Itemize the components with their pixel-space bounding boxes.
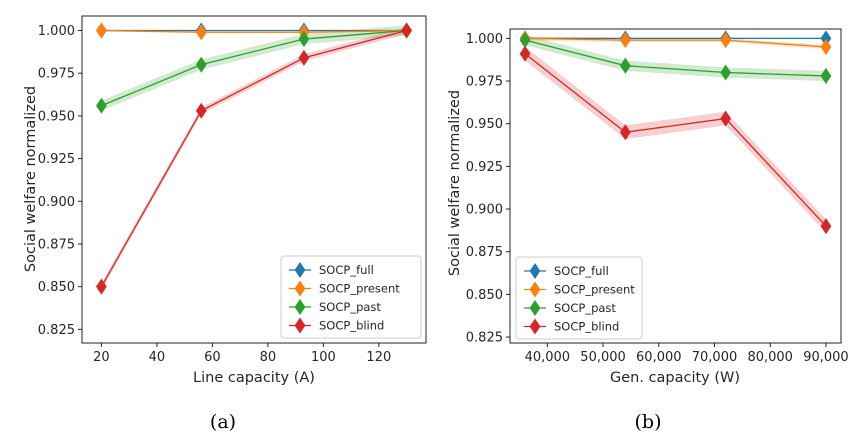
socp-full-legend-label: SOCP_full [319,263,374,277]
y-tick-label: 0.950 [466,117,503,132]
series-lines [100,29,407,287]
panel-a: 20 40 60 80 100 120 0.825 0.850 0.875 0.900 0.925… [23,15,427,433]
socp-past-point [298,31,310,48]
socp-full-legend-label: SOCP_full [554,264,609,278]
socp-past-point [619,57,631,74]
y-tick-label: 0.900 [466,203,503,218]
socp-past-legend-marker [294,298,306,316]
y-tick-label: 0.900 [38,195,75,210]
socp-present-line [525,37,826,48]
x-tick-label: 20 [93,350,110,365]
socp-present-legend-marker [529,281,541,298]
socp-blind-legend-marker [294,317,306,334]
y-tick-label: 0.825 [38,323,75,338]
y-tick-label: 1.000 [38,24,75,39]
socp-present-point [96,22,107,39]
socp-present-legend-label: SOCP_present [554,283,635,297]
socp-present-point [820,38,832,55]
confidence-bands [101,25,407,291]
legend: SOCP_full SOCP_present SOCP_past SOCP_blind [515,256,643,340]
socp-blind-band [101,27,407,291]
socp-past-point [195,56,207,73]
y-axis-label: Social welfare normalized [23,86,39,272]
socp-blind-point [619,124,631,141]
x-ticks: 40,000 50,000 60,000 70,000 80,000 90,000 [525,343,849,365]
socp-full-legend-marker [529,262,541,280]
series-markers [96,22,412,295]
confidence-bands [525,34,826,233]
socp-past-line [101,29,407,107]
x-tick-label: 60 [204,350,221,365]
caption-a: (a) [210,411,236,433]
series-markers [519,30,832,235]
plot-frame [509,28,842,344]
socp-blind-legend-label: SOCP_blind [554,320,619,334]
socp-past-band [525,34,826,82]
panel-b: 40,000 50,000 60,000 70,000 80,000 90,000 0.8… [447,28,849,433]
y-tick-label: 0.925 [38,152,75,167]
x-tick-label: 50,000 [580,350,626,365]
socp-past-legend-marker [529,299,541,317]
socp-past-line [524,39,826,77]
y-tick-label: 0.925 [466,160,503,175]
socp-blind-point [820,218,832,235]
socp-blind-line [100,29,407,287]
y-tick-label: 0.975 [466,75,503,90]
socp-blind-point [720,110,732,127]
x-tick-label: 90,000 [803,350,849,365]
socp-blind-point [195,102,207,119]
x-axis-label: Gen. capacity (W) [610,370,740,386]
socp-past-legend-label: SOCP_past [554,301,616,315]
socp-past-band [101,25,407,111]
socp-present-point [195,24,207,41]
socp-present-line [101,29,407,33]
socp-blind-point [401,22,412,39]
socp-past-point [820,67,832,84]
x-tick-label: 80,000 [747,350,793,365]
y-ticks: 0.825 0.850 0.875 0.900 0.925 0.950 0.975 1.000 [466,32,510,346]
y-tick-label: 0.950 [38,109,75,124]
x-tick-label: 100 [311,350,336,365]
x-tick-label: 40 [149,350,166,365]
y-tick-label: 1.000 [466,32,503,47]
socp-past-point [720,64,732,81]
socp-blind-line [524,53,827,227]
socp-blind-point [96,278,107,295]
socp-blind-point [298,49,310,66]
legend-box [280,255,422,339]
socp-present-legend-label: SOCP_present [319,282,400,296]
socp-blind-legend-marker [529,318,541,335]
y-axis-label: Social welfare normalized [447,90,463,276]
y-tick-label: 0.975 [38,67,75,82]
x-tick-label: 120 [366,350,391,365]
socp-blind-legend-label: SOCP_blind [319,319,384,333]
y-tick-label: 0.825 [466,331,503,346]
caption-b: (b) [635,411,662,433]
x-ticks: 20 40 60 80 100 120 [93,343,391,365]
socp-present-point [720,32,732,49]
socp-past-legend-label: SOCP_past [319,300,381,314]
legend: SOCP_full SOCP_present SOCP_past SOCP_blind [280,255,422,339]
x-tick-label: 70,000 [692,350,738,365]
y-tick-label: 0.875 [38,237,75,252]
y-tick-label: 0.850 [38,280,75,295]
y-tick-label: 0.850 [466,288,503,303]
plot-frame [81,15,427,344]
socp-present-point [619,32,631,49]
socp-present-legend-marker [294,280,306,297]
y-tick-label: 0.875 [466,245,503,260]
x-tick-label: 60,000 [636,350,682,365]
x-tick-label: 80 [260,350,277,365]
series-lines [524,37,827,227]
x-tick-label: 40,000 [525,350,571,365]
y-ticks: 0.825 0.850 0.875 0.900 0.925 0.950 0.975 1.000 [38,24,82,338]
socp-past-point [96,97,107,114]
x-axis-label: Line capacity (A) [193,370,315,386]
socp-full-legend-marker [294,261,306,279]
legend-box [515,256,643,340]
socp-blind-point [519,45,531,62]
